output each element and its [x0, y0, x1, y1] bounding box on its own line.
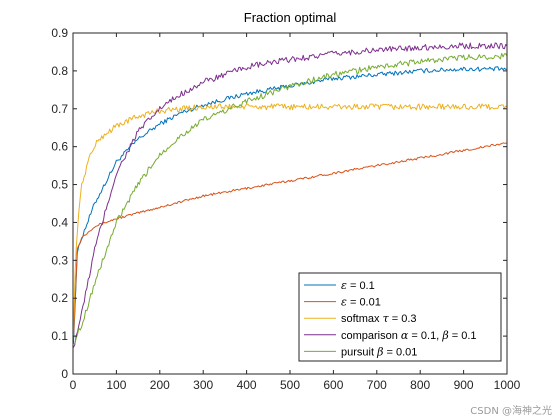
y-tick-label: 0.2: [51, 291, 68, 305]
legend-label: ε = 0.1: [341, 279, 375, 292]
x-tick-label: 100: [106, 378, 126, 392]
legend-label-part: = 0.1,: [408, 330, 442, 342]
watermark: CSDN @海神之光: [470, 404, 552, 417]
y-tick-label: 0.8: [51, 64, 68, 78]
legend-label-part: = 0.01: [383, 346, 417, 358]
legend-label: pursuit β = 0.01: [341, 345, 417, 358]
legend-label-part: β: [376, 345, 383, 358]
y-tick-label: 0.5: [51, 178, 68, 192]
x-tick-label: 300: [193, 378, 213, 392]
legend-label-part: = 0.1: [347, 280, 375, 292]
legend-label-part: softmax: [341, 313, 383, 325]
legend-label-part: comparison: [341, 330, 401, 342]
series-line-comparison-0-1-0-1: [72, 42, 508, 348]
x-tick-label: 0: [70, 378, 77, 392]
legend-label: softmax τ = 0.3: [341, 312, 417, 325]
series-line-pursuit-0-01: [73, 52, 508, 345]
y-tick-label: 0.7: [51, 102, 68, 116]
x-tick-label: 200: [150, 378, 170, 392]
y-tick-label: 0: [61, 367, 68, 381]
legend-label-part: = 0.1: [449, 330, 477, 342]
tick-layer: 0 100 200 300 400 500 600 700 800 900 1000 0 0.1 0.2 0…: [51, 26, 520, 392]
series-line-softmax-0-3: [72, 103, 508, 337]
x-tick-label: 800: [410, 378, 430, 392]
chart-title: Fraction optimal: [244, 10, 337, 25]
legend-label-part: = 0.3: [389, 313, 417, 325]
legend-label-part: ε: [341, 279, 347, 292]
legend-box: [298, 272, 502, 362]
y-tick-label: 0.6: [51, 140, 68, 154]
legend-label-part: β: [441, 329, 448, 342]
x-tick-label: 600: [323, 378, 343, 392]
y-tick-label: 0.9: [51, 26, 68, 40]
legend-label-part: α: [401, 329, 409, 342]
legend-label: comparison α = 0.1, β = 0.1: [341, 329, 477, 342]
legend-label-part: = 0.01: [347, 297, 381, 309]
x-tick-label: 1000: [494, 378, 521, 392]
y-tick-label: 0.3: [51, 253, 68, 267]
legend-label-part: τ: [383, 312, 390, 325]
series-line-0-01: [72, 142, 508, 340]
x-tick-label: 900: [454, 378, 474, 392]
y-tick-label: 0.4: [51, 215, 68, 229]
series-layer: [72, 42, 508, 348]
legend-label-part: ε: [341, 296, 347, 309]
legend-label: ε = 0.01: [341, 296, 381, 309]
x-tick-label: 700: [367, 378, 387, 392]
x-tick-label: 500: [280, 378, 300, 392]
y-tick-label: 0.1: [51, 329, 68, 343]
legend-label-part: pursuit: [341, 346, 377, 358]
x-tick-label: 400: [237, 378, 257, 392]
